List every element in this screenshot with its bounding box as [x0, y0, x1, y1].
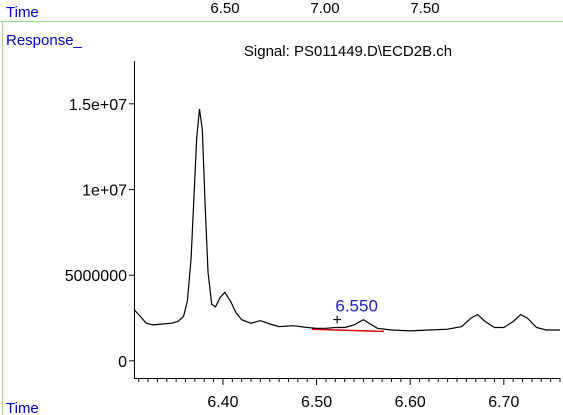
- y-axis-label: Response_: [6, 32, 83, 49]
- x-tick-label: 6.70: [488, 394, 519, 411]
- top-tick-label: 6.50: [210, 0, 239, 17]
- x-tick-label: 6.60: [395, 394, 426, 411]
- x-tick-label: 6.40: [207, 394, 238, 411]
- integration-baseline: [311, 328, 385, 333]
- y-tick-label: 0: [118, 354, 127, 371]
- chart-title: Signal: PS011449.D\ECD2B.ch: [244, 43, 452, 60]
- top-tick-label: 7.00: [310, 0, 339, 17]
- peak-annotation-label: 6.550: [335, 297, 378, 316]
- signal-trace: [133, 108, 560, 332]
- peak-marker: +: [332, 312, 341, 329]
- top-time-label: Time: [6, 4, 39, 21]
- x-tick-label: 6.50: [301, 394, 332, 411]
- y-tick-label: 1.5e+07: [69, 97, 127, 114]
- y-tick-label: 1e+07: [82, 183, 127, 200]
- x-axis-label: Time: [6, 400, 39, 415]
- y-tick-label: 5000000: [65, 268, 127, 285]
- top-tick-label: 7.50: [410, 0, 439, 17]
